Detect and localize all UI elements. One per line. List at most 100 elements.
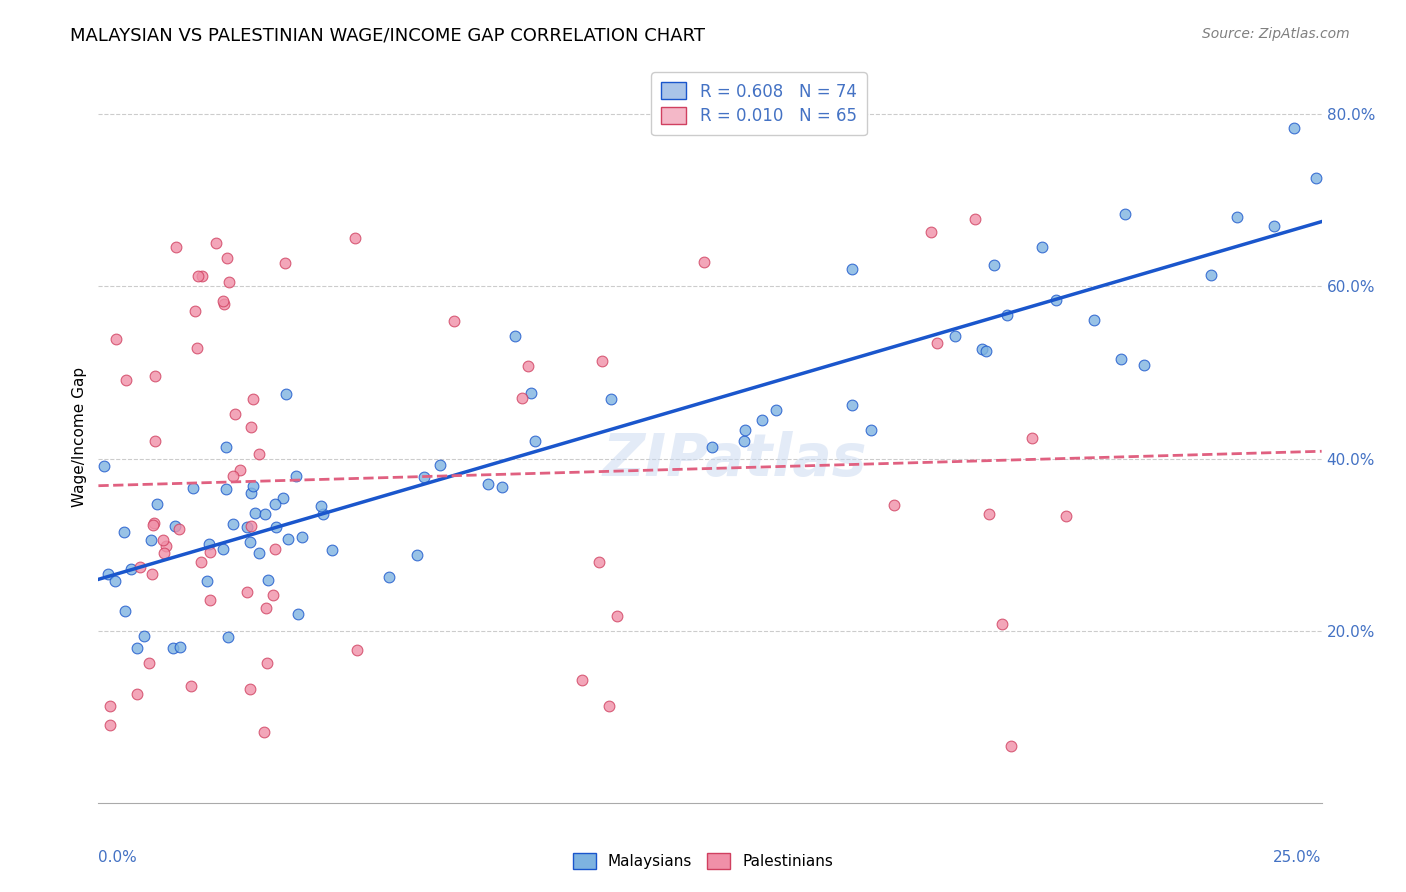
Point [239,518,262,533]
Point [204,236,226,251]
Point [920,225,942,239]
Point [142,516,165,530]
Point [190,555,212,569]
Point [217,630,239,644]
Point [132,629,155,643]
Point [1263,219,1285,233]
Point [224,408,246,422]
Point [97,567,120,582]
Point [979,507,1001,521]
Point [510,391,533,405]
Point [242,392,264,407]
Point [477,476,499,491]
Point [222,516,245,531]
Point [429,458,451,472]
Point [309,499,332,513]
Point [266,520,288,534]
Point [378,570,401,584]
Point [841,262,863,277]
Point [240,486,263,500]
Point [443,314,465,328]
Point [169,640,191,655]
Point [733,434,755,448]
Point [114,373,136,387]
Point [1000,739,1022,753]
Point [195,574,218,588]
Point [524,434,547,449]
Point [1045,293,1067,307]
Point [217,251,239,265]
Point [93,459,115,474]
Point [120,562,142,576]
Point [152,533,174,548]
Point [983,258,1005,272]
Point [321,543,343,558]
Point [240,420,263,434]
Point [1225,211,1247,225]
Text: 0.0%: 0.0% [98,850,138,865]
Point [274,386,297,401]
Point [105,332,128,346]
Point [965,212,987,227]
Point [271,491,294,505]
Point [277,532,299,546]
Legend: R = 0.608   N = 74, R = 0.010   N = 65: R = 0.608 N = 74, R = 0.010 N = 65 [651,72,866,136]
Point [1083,312,1105,326]
Point [291,530,314,544]
Point [218,276,240,290]
Point [215,440,238,454]
Point [262,589,284,603]
Point [591,354,613,368]
Y-axis label: Wage/Income Gap: Wage/Income Gap [72,367,87,508]
Point [198,537,221,551]
Point [247,546,270,560]
Point [1132,358,1154,372]
Point [127,640,149,655]
Point [693,255,716,269]
Point [253,507,276,521]
Point [235,584,257,599]
Point [222,469,245,483]
Point [98,699,121,714]
Text: ZIPatlas: ZIPatlas [602,431,866,488]
Point [751,412,773,426]
Text: Source: ZipAtlas.com: Source: ZipAtlas.com [1202,27,1350,41]
Point [1284,120,1306,135]
Point [285,468,308,483]
Point [976,344,998,359]
Point [256,656,278,670]
Legend: Malaysians, Palestinians: Malaysians, Palestinians [567,847,839,875]
Point [198,545,221,559]
Point [571,673,593,688]
Point [165,519,187,533]
Text: MALAYSIAN VS PALESTINIAN WAGE/INCOME GAP CORRELATION CHART: MALAYSIAN VS PALESTINIAN WAGE/INCOME GAP… [70,27,706,45]
Point [1054,508,1077,523]
Point [312,507,335,521]
Point [200,592,222,607]
Point [588,555,610,569]
Point [406,548,429,562]
Point [247,447,270,461]
Point [344,230,367,244]
Point [212,296,235,310]
Point [520,385,543,400]
Point [242,479,264,493]
Point [598,698,620,713]
Point [245,506,267,520]
Point [503,329,526,343]
Point [995,308,1018,322]
Point [167,522,190,536]
Point [184,303,207,318]
Point [114,604,136,618]
Point [491,479,513,493]
Point [129,560,152,574]
Point [143,434,166,448]
Point [98,718,121,732]
Point [925,335,948,350]
Point [412,470,434,484]
Point [970,342,993,356]
Point [287,607,309,621]
Point [211,541,233,556]
Point [186,341,208,355]
Point [273,256,295,270]
